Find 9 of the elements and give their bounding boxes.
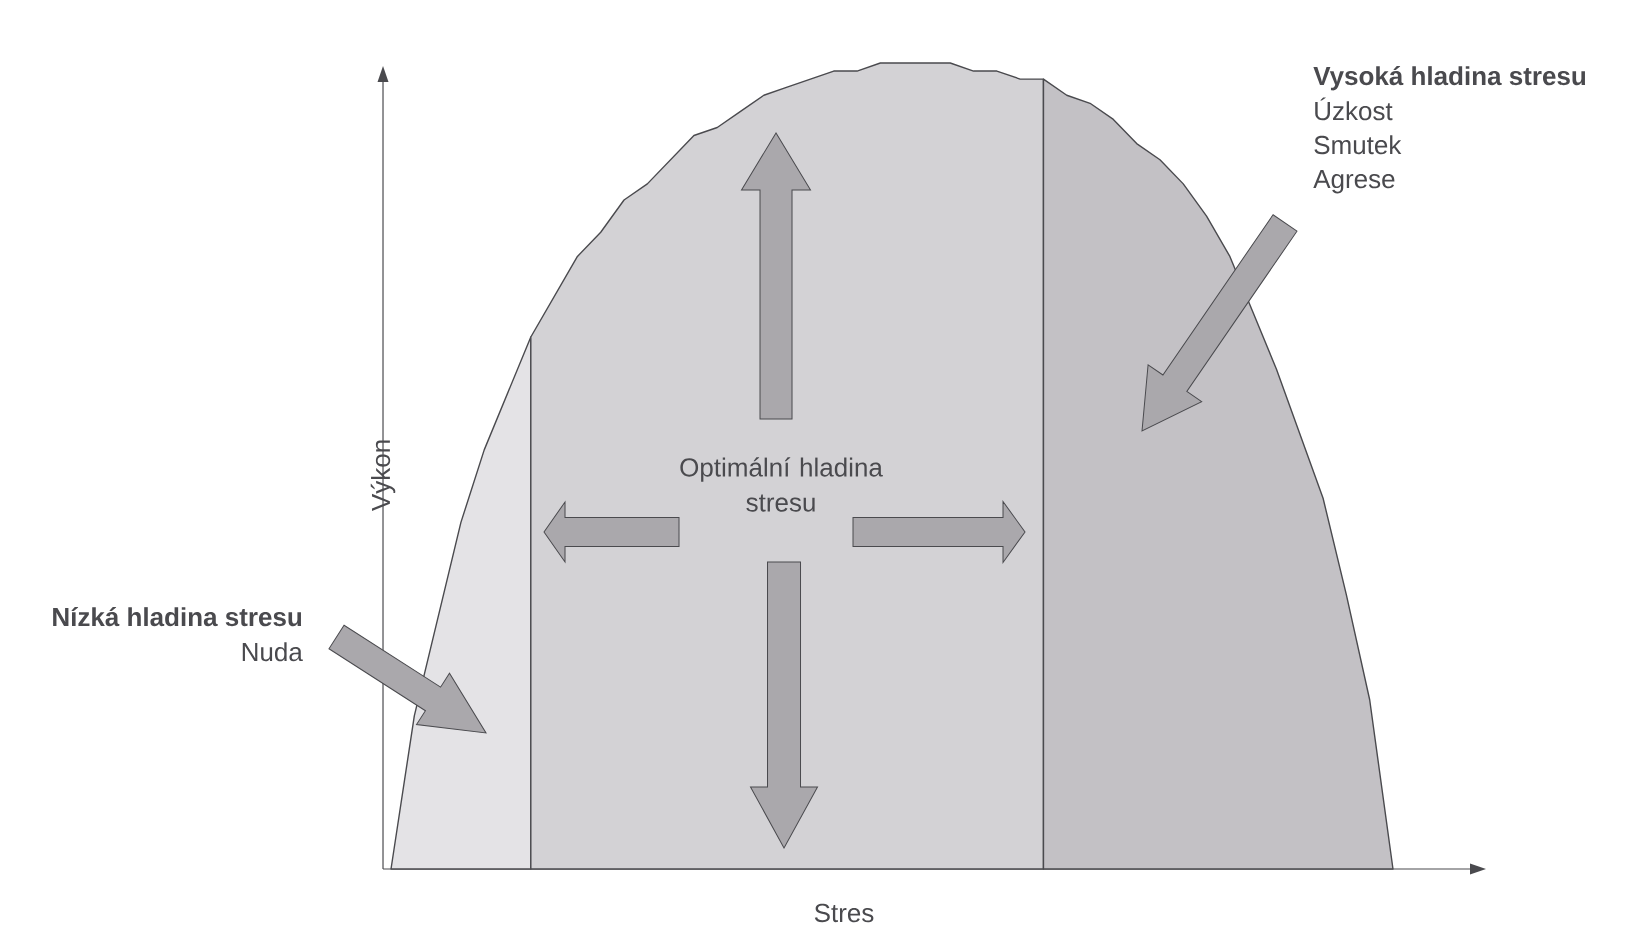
annotation: Smutek — [1314, 135, 1402, 155]
annotation: Úzkost — [1315, 97, 1393, 121]
annotation: Vysoká hladina stresu — [1313, 65, 1586, 91]
annotation: Optimální hladina stresu — [680, 457, 883, 512]
text: Nízká hladina stresu — [53, 606, 302, 627]
y-axis-title: Výkon — [370, 440, 396, 511]
text: Nuda — [242, 642, 303, 662]
x-axis-title: Stres — [814, 903, 874, 923]
annotation: Agrese — [1313, 170, 1395, 194]
